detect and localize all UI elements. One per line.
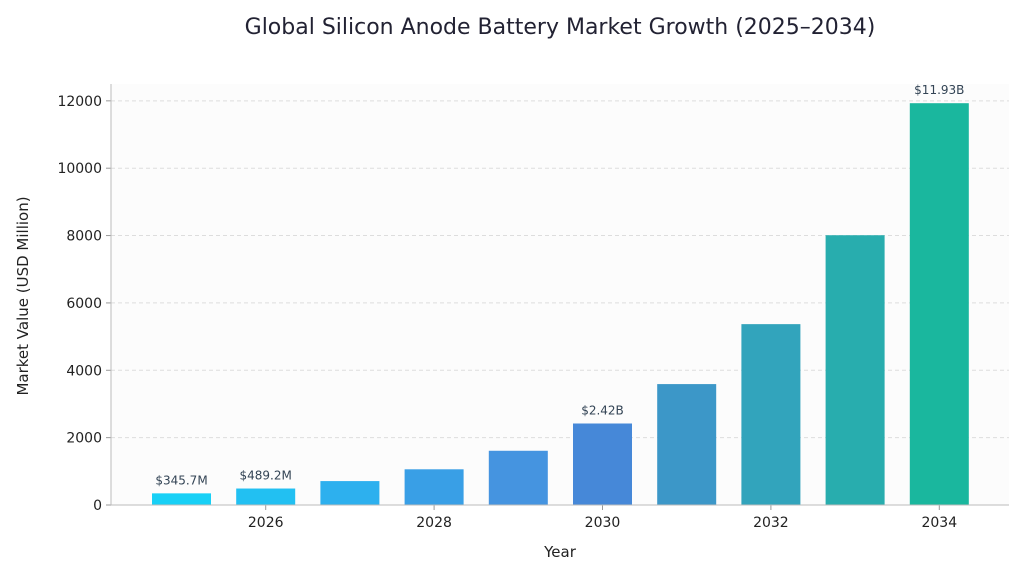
bar-2033 (825, 235, 885, 505)
data-labels: $345.7M $489.2M $2.42B $11.93B (155, 83, 964, 487)
data-label-2025: $345.7M (155, 473, 207, 487)
y-tick-label: 12000 (57, 94, 102, 110)
bars (152, 103, 969, 505)
x-tick-label: 2026 (248, 515, 284, 531)
data-label-2026: $489.2M (240, 469, 292, 483)
bar-2034 (909, 103, 969, 505)
y-tick-label: 2000 (66, 431, 102, 447)
bar-2026 (236, 488, 296, 505)
grid-lines (111, 100, 1009, 439)
y-tick-label: 6000 (66, 296, 102, 312)
chart-title: Global Silicon Anode Battery Market Grow… (245, 15, 876, 40)
x-tick-label: 2028 (416, 515, 452, 531)
x-tick-label: 2034 (921, 515, 957, 531)
bar-2029 (488, 450, 548, 505)
x-axis-ticks: 2026 2028 2030 2032 2034 (248, 505, 957, 531)
data-label-2030: $2.42B (581, 403, 624, 417)
y-axis-label: Market Value (USD Million) (14, 196, 32, 395)
x-tick-label: 2032 (753, 515, 789, 531)
bar-2032 (741, 324, 801, 505)
y-tick-label: 0 (93, 498, 102, 514)
bar-2031 (657, 384, 717, 505)
bar-2025 (152, 493, 211, 505)
y-tick-label: 10000 (57, 161, 102, 177)
bar-2027 (320, 481, 380, 505)
y-axis-ticks: 0 2000 4000 6000 8000 10000 12000 (57, 94, 111, 514)
x-axis-label: Year (543, 543, 577, 561)
bar-2030 (573, 423, 632, 505)
bar-2028 (404, 469, 464, 505)
data-label-2034: $11.93B (914, 83, 964, 97)
x-tick-label: 2030 (585, 515, 621, 531)
y-tick-label: 4000 (66, 363, 102, 379)
y-tick-label: 8000 (66, 229, 102, 245)
